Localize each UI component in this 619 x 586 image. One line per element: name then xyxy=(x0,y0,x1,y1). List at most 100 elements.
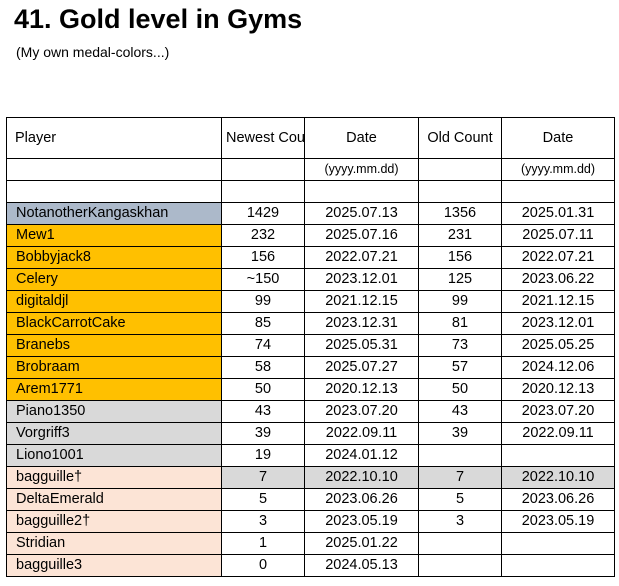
table-row: BlackCarrotCake 85 2023.12.31 81 2023.12.01 xyxy=(6,312,615,335)
old-date-cell xyxy=(501,532,615,555)
old-count-cell: 43 xyxy=(418,400,502,423)
table-row: NotanotherKangaskhan 1429 2025.07.13 1356 20… xyxy=(6,202,615,225)
old-date-cell: 2021.12.15 xyxy=(501,290,615,313)
player-name-cell: Brobraam xyxy=(6,356,222,379)
newest-date-cell: 2023.07.20 xyxy=(304,400,419,423)
newest-count-cell: 5 xyxy=(221,488,305,511)
newest-date-cell: 2023.05.19 xyxy=(304,510,419,533)
newest-count-cell: 232 xyxy=(221,224,305,247)
table-row: DeltaEmerald 5 2023.06.26 5 2023.06.26 xyxy=(6,488,615,511)
table-row: Celery ~150 2023.12.01 125 2023.06.22 xyxy=(6,268,615,291)
table-row: Liono1001 19 2024.01.12 xyxy=(6,444,615,467)
table-row: Brobraam 58 2025.07.27 57 2024.12.06 xyxy=(6,356,615,379)
table-row: Piano1350 43 2023.07.20 43 2023.07.20 xyxy=(6,400,615,423)
newest-date-cell: 2025.05.31 xyxy=(304,334,419,357)
newest-date-cell: 2024.01.12 xyxy=(304,444,419,467)
newest-count-cell: 7 xyxy=(221,466,305,489)
header-old-count: Old Count xyxy=(418,117,502,159)
old-count-cell: 73 xyxy=(418,334,502,357)
old-date-cell: 2025.05.25 xyxy=(501,334,615,357)
table-row: Bobbyjack8 156 2022.07.21 156 2022.07.21 xyxy=(6,246,615,269)
spacer-row xyxy=(6,180,615,203)
table-row: Branebs 74 2025.05.31 73 2025.05.25 xyxy=(6,334,615,357)
newest-count-cell: 43 xyxy=(221,400,305,423)
old-date-cell xyxy=(501,444,615,467)
player-name-cell: Bobbyjack8 xyxy=(6,246,222,269)
old-date-cell: 2022.07.21 xyxy=(501,246,615,269)
newest-date-cell: 2024.05.13 xyxy=(304,554,419,577)
old-count-cell: 50 xyxy=(418,378,502,401)
player-name-cell: digitaldjl xyxy=(6,290,222,313)
player-name-cell: Mew1 xyxy=(6,224,222,247)
old-count-cell: 7 xyxy=(418,466,502,489)
old-date-cell: 2022.10.10 xyxy=(501,466,615,489)
table-row: bagguille3 0 2024.05.13 xyxy=(6,554,615,577)
newest-count-cell: 1 xyxy=(221,532,305,555)
old-count-cell: 3 xyxy=(418,510,502,533)
old-count-cell: 99 xyxy=(418,290,502,313)
old-date-cell: 2022.09.11 xyxy=(501,422,615,445)
player-name-cell: bagguille† xyxy=(6,466,222,489)
player-name-cell: Arem1771 xyxy=(6,378,222,401)
newest-count-cell: 3 xyxy=(221,510,305,533)
header-old-date: Date xyxy=(501,117,615,159)
player-name-cell: DeltaEmerald xyxy=(6,488,222,511)
newest-date-cell: 2022.09.11 xyxy=(304,422,419,445)
player-name-cell: BlackCarrotCake xyxy=(6,312,222,335)
old-count-cell: 156 xyxy=(418,246,502,269)
player-name-cell: Celery xyxy=(6,268,222,291)
newest-date-cell: 2021.12.15 xyxy=(304,290,419,313)
player-name-cell: bagguille2† xyxy=(6,510,222,533)
newest-date-cell: 2023.12.01 xyxy=(304,268,419,291)
newest-count-cell: 156 xyxy=(221,246,305,269)
header-row: Player Newest Count Date Old Count Date xyxy=(6,117,615,159)
page-subtitle: (My own medal-colors...) xyxy=(16,44,170,60)
newest-date-cell: 2022.07.21 xyxy=(304,246,419,269)
date-format-old: (yyyy.mm.dd) xyxy=(501,158,615,181)
old-date-cell: 2023.06.22 xyxy=(501,268,615,291)
newest-count-cell: 1429 xyxy=(221,202,305,225)
old-count-cell: 125 xyxy=(418,268,502,291)
spacer-cell xyxy=(6,180,222,203)
newest-count-cell: 85 xyxy=(221,312,305,335)
old-date-cell: 2020.12.13 xyxy=(501,378,615,401)
newest-count-cell: ~150 xyxy=(221,268,305,291)
newest-count-cell: 74 xyxy=(221,334,305,357)
date-format-row: (yyyy.mm.dd) (yyyy.mm.dd) xyxy=(6,158,615,181)
table-row: bagguille2† 3 2023.05.19 3 2023.05.19 xyxy=(6,510,615,533)
newest-count-cell: 50 xyxy=(221,378,305,401)
spacer-cell xyxy=(221,180,305,203)
old-date-cell: 2023.07.20 xyxy=(501,400,615,423)
newest-count-cell: 39 xyxy=(221,422,305,445)
spacer-cell xyxy=(304,180,419,203)
old-count-cell: 81 xyxy=(418,312,502,335)
old-count-cell: 57 xyxy=(418,356,502,379)
old-count-cell xyxy=(418,554,502,577)
table-row: Stridian 1 2025.01.22 xyxy=(6,532,615,555)
newest-date-cell: 2023.12.31 xyxy=(304,312,419,335)
table-row: Mew1 232 2025.07.16 231 2025.07.11 xyxy=(6,224,615,247)
newest-date-cell: 2025.07.13 xyxy=(304,202,419,225)
old-date-cell: 2025.07.11 xyxy=(501,224,615,247)
old-date-cell: 2023.05.19 xyxy=(501,510,615,533)
table-row: digitaldjl 99 2021.12.15 99 2021.12.15 xyxy=(6,290,615,313)
date-format-blank xyxy=(221,158,305,181)
player-name-cell: NotanotherKangaskhan xyxy=(6,202,222,225)
old-count-cell: 39 xyxy=(418,422,502,445)
newest-date-cell: 2025.07.16 xyxy=(304,224,419,247)
newest-date-cell: 2023.06.26 xyxy=(304,488,419,511)
old-date-cell: 2023.06.26 xyxy=(501,488,615,511)
player-name-cell: Stridian xyxy=(6,532,222,555)
spacer-cell xyxy=(418,180,502,203)
spacer-cell xyxy=(501,180,615,203)
old-date-cell: 2023.12.01 xyxy=(501,312,615,335)
old-count-cell xyxy=(418,532,502,555)
newest-date-cell: 2020.12.13 xyxy=(304,378,419,401)
old-date-cell xyxy=(501,554,615,577)
old-count-cell: 5 xyxy=(418,488,502,511)
old-count-cell xyxy=(418,444,502,467)
player-name-cell: bagguille3 xyxy=(6,554,222,577)
newest-count-cell: 19 xyxy=(221,444,305,467)
newest-date-cell: 2025.07.27 xyxy=(304,356,419,379)
newest-date-cell: 2025.01.22 xyxy=(304,532,419,555)
